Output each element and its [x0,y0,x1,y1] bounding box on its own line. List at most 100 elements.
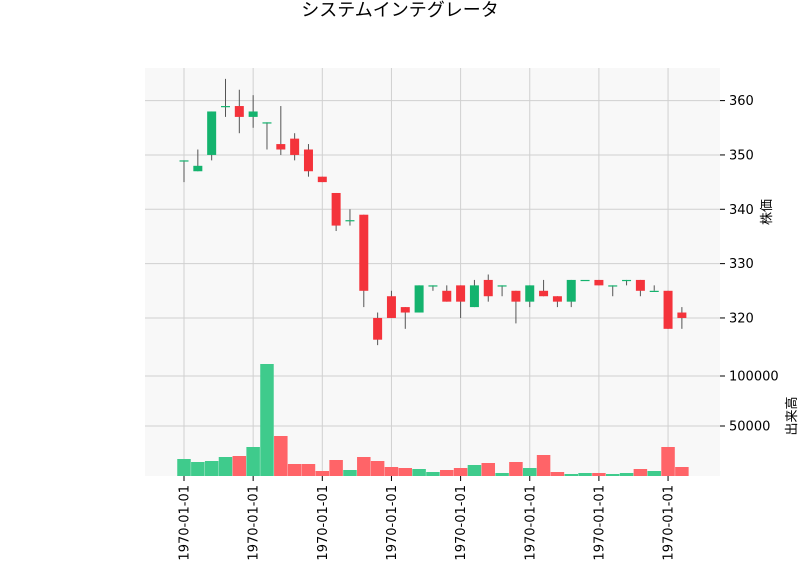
volume-bar [536,455,551,476]
price-tick-label: 360 [729,94,754,109]
price-tick-label: 330 [729,257,754,272]
candle-body [248,111,258,117]
volume-bar [495,473,509,476]
volume-bar [523,468,537,476]
volume-bar [564,474,578,476]
candle-body [290,138,300,155]
candle-body [207,111,217,155]
volume-bar [509,462,523,476]
volume-bar [481,463,496,476]
volume-bar [370,461,385,476]
volume-axis-label: 出来高 [784,396,800,435]
candle-body [539,290,549,297]
candle-body [635,279,645,291]
candle-body [262,122,272,124]
candle-body [511,290,521,302]
chart-title: システムインテグレータ [301,0,498,21]
volume-bar [260,364,274,476]
candle-body [359,214,369,291]
volume-bar [315,471,330,476]
x-tick-label: 1970-01-01 [662,485,677,561]
candle-body [400,307,410,313]
candle-body [373,317,383,340]
candle-body [566,279,576,302]
x-tick-label: 1970-01-01 [178,485,193,561]
volume-bar [204,461,219,476]
candle-body [483,279,493,297]
candle-body [193,165,203,172]
volume-bar [426,472,440,476]
volume-bar [357,457,371,476]
volume-bar [287,464,302,476]
volume-bar [384,467,399,476]
x-tick-label: 1970-01-01 [247,485,262,561]
candle-body [345,220,355,222]
candlestick-series [179,78,687,346]
price-tick-label: 340 [729,203,754,218]
volume-bar [467,465,482,476]
candle-body [456,285,466,302]
volume-bar [661,447,675,476]
candle-body [179,160,189,162]
volume-bars [177,364,689,476]
volume-bar [329,460,343,476]
candle-body [525,285,535,302]
volume-bar [218,457,233,476]
price-panel: 320 330 340 350 360 株価 [145,68,775,356]
candle-body [608,285,618,287]
volume-bar [301,464,316,476]
candle-body [442,290,452,302]
x-tick-label: 1970-01-01 [385,485,400,561]
volume-bar [343,470,357,476]
x-axis-ticks: 1970-01-01 1970-01-01 1970-01-01 1970-01-01… [178,476,677,561]
price-tick-label: 350 [729,148,754,163]
x-tick-label: 1970-01-01 [592,485,607,561]
candle-body [649,290,659,292]
x-tick-label: 1970-01-01 [316,485,331,561]
candle-body [580,279,590,282]
price-panel-background [145,68,720,356]
candle-body [552,296,562,302]
volume-bar [440,470,454,476]
candle-body [497,285,507,287]
volume-bar [246,447,260,476]
candle-body [331,192,341,226]
volume-bar [592,473,606,476]
candle-body [469,285,479,308]
x-tick-label: 1970-01-01 [523,485,538,561]
price-axis-ticks: 320 330 340 350 360 [720,94,754,326]
price-tick-label: 320 [729,311,754,326]
volume-bar [675,467,689,476]
volume-bar [453,468,468,476]
candle-body [622,279,632,282]
candle-body [303,149,313,172]
volume-bar [605,474,620,476]
candle-body [677,312,687,318]
volume-bar [274,436,288,476]
volume-bar [398,468,413,476]
candle-body [276,144,286,150]
candle-body [317,176,327,183]
volume-tick-label: 100000 [729,370,779,385]
volume-tick-label: 50000 [729,420,770,435]
volume-panel: 50000 100000 出来高 [145,356,800,476]
volume-bar [412,469,426,476]
volume-axis-ticks: 50000 100000 [720,370,779,435]
candle-body [414,285,424,313]
volume-bar [578,473,592,476]
x-tick-label: 1970-01-01 [454,485,469,561]
candle-body [428,285,438,287]
price-axis-label: 株価 [760,199,775,225]
candle-body [663,290,673,329]
volume-bar [232,456,247,476]
volume-bar [550,472,565,476]
volume-bar [177,459,191,476]
volume-bar [633,469,648,476]
candle-body [386,296,396,318]
candle-body [594,279,604,286]
volume-bar [619,473,634,476]
volume-bar [191,462,205,476]
candle-body [234,106,244,117]
candle-body [220,106,230,108]
